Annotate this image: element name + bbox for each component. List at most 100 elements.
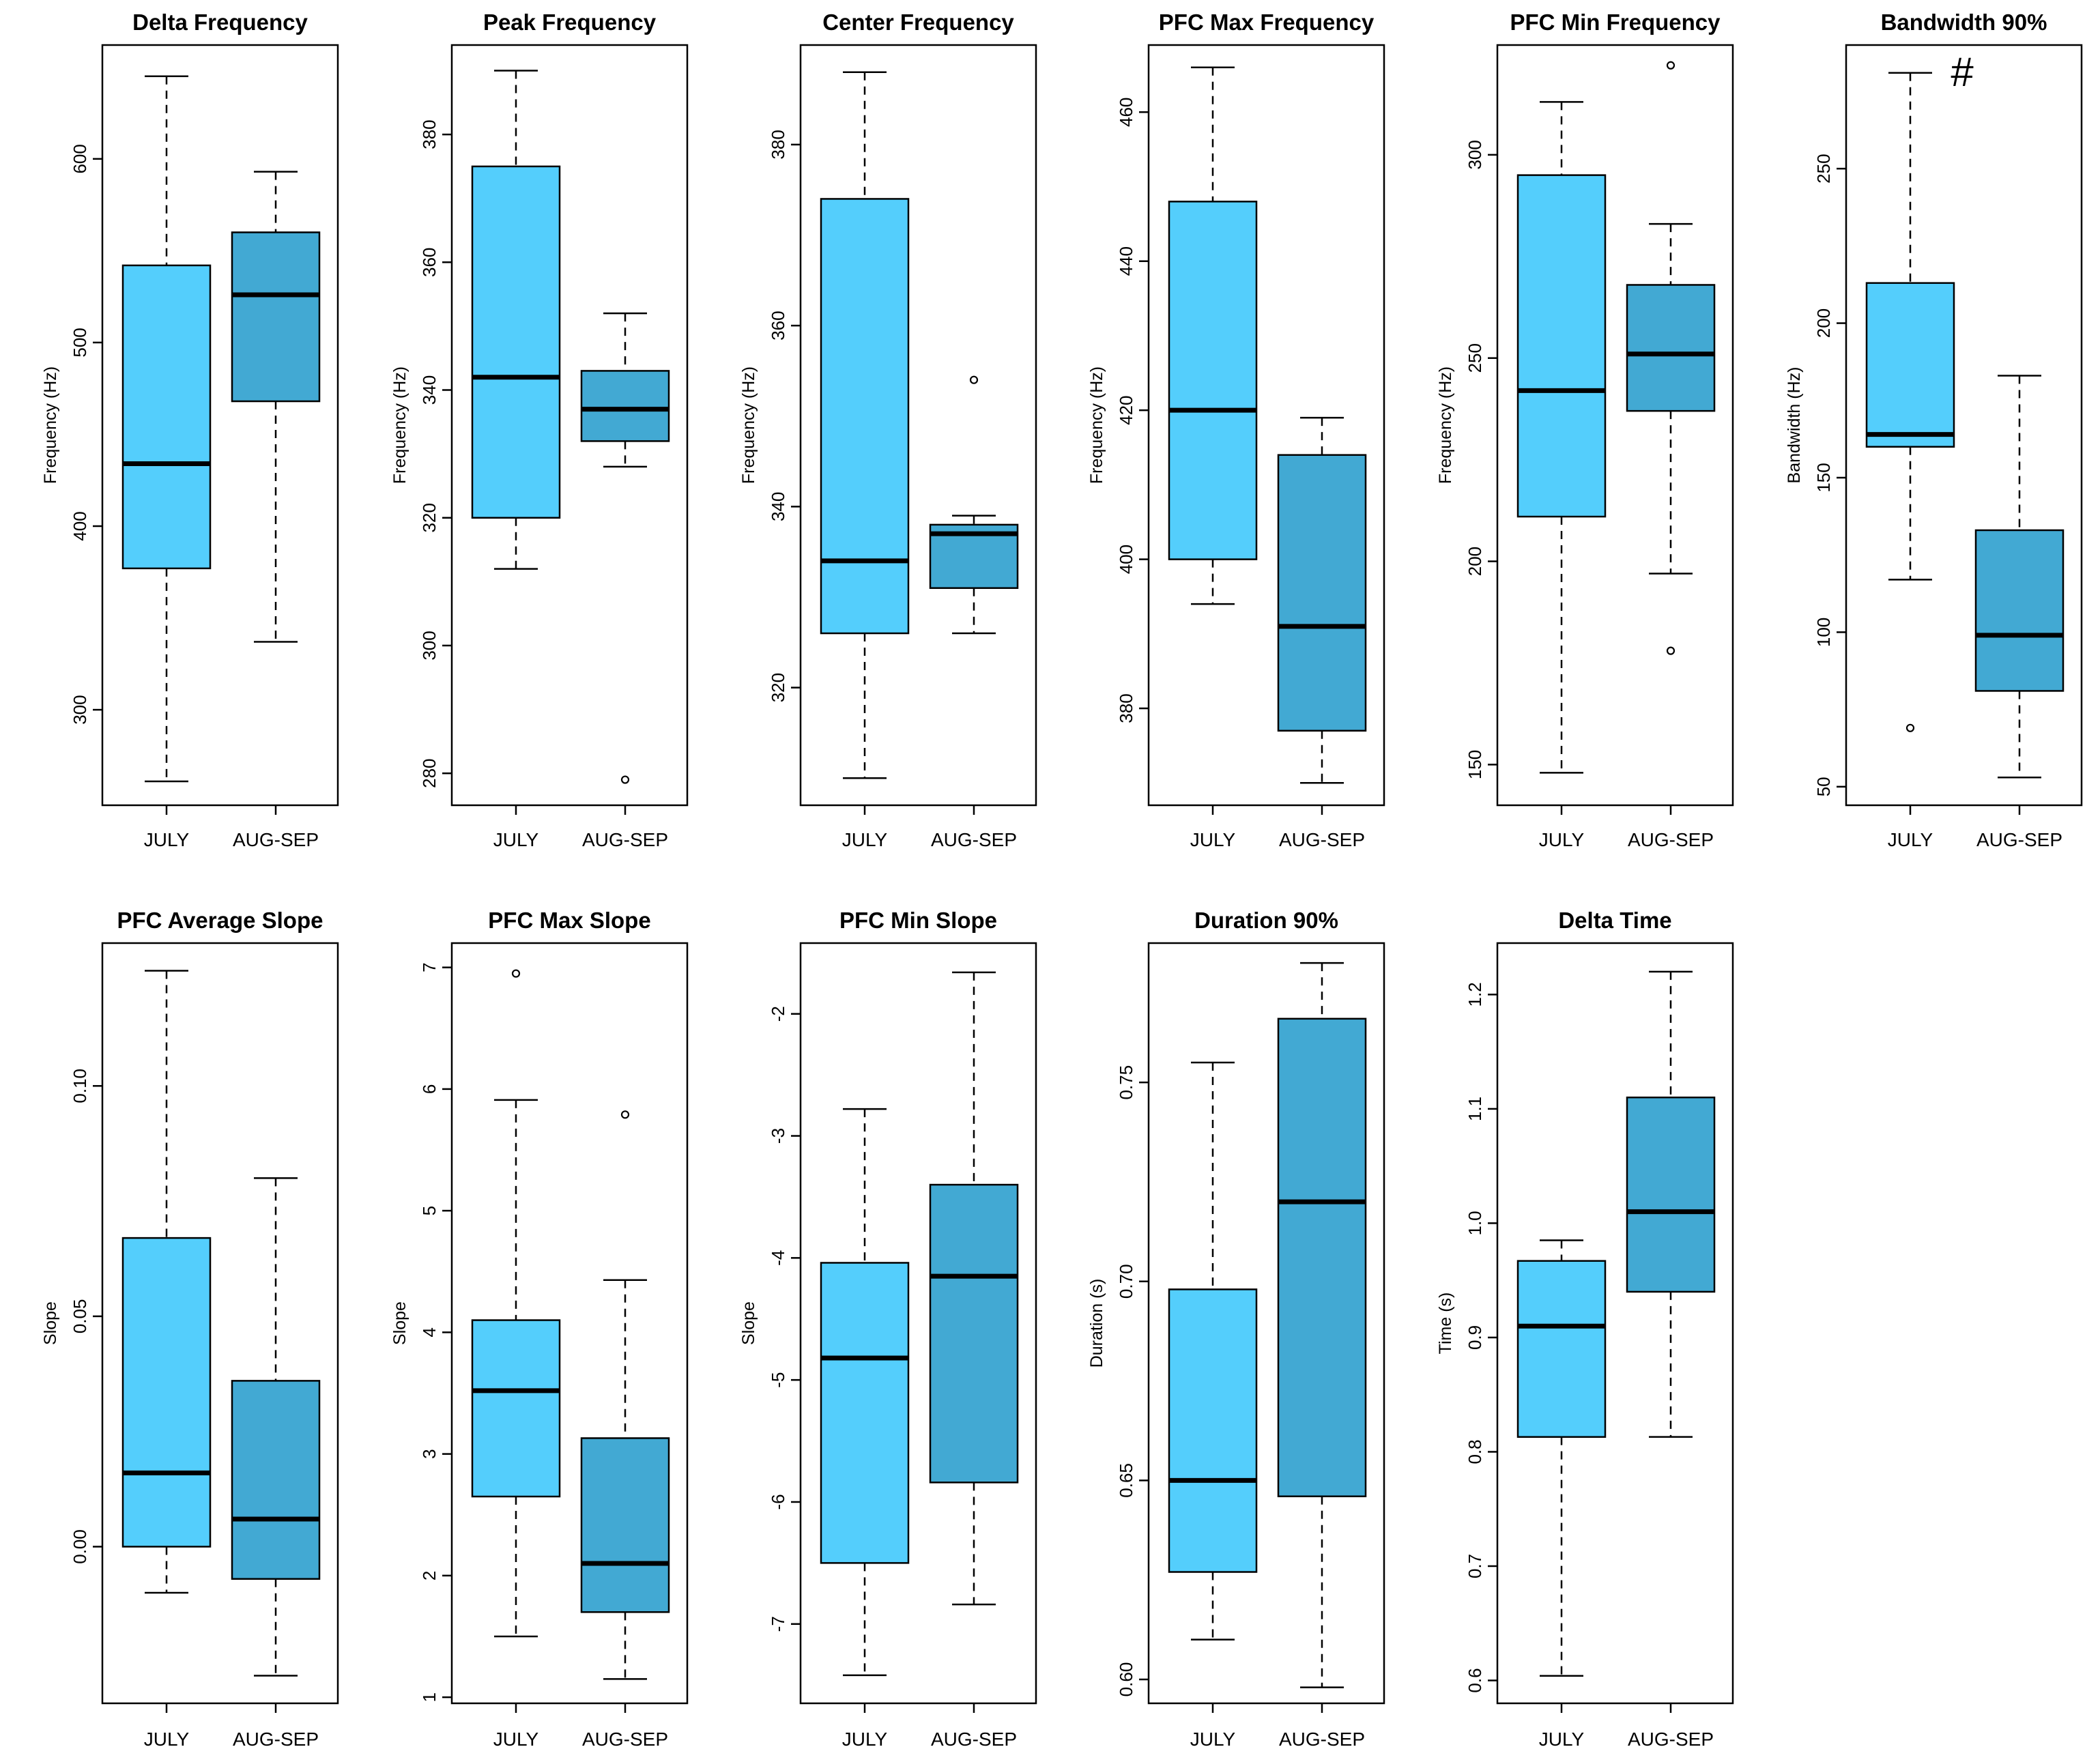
y-tick-label: 320: [768, 673, 788, 702]
y-axis-label: Frequency (Hz): [390, 366, 409, 484]
iqr-box: [1168, 201, 1258, 560]
y-tick-label: 50: [1813, 777, 1834, 796]
x-tick-label: AUG-SEP: [582, 829, 668, 850]
iqr-box: [1626, 1096, 1716, 1293]
iqr-box: [929, 1183, 1019, 1484]
plot-frame: [101, 942, 339, 1705]
y-tick-label: 250: [1465, 343, 1485, 373]
iqr-box: [820, 1262, 910, 1564]
box-aug-sep: [1277, 416, 1367, 784]
y-axis-label: Frequency (Hz): [739, 366, 758, 484]
panel-title: Center Frequency: [822, 10, 1014, 35]
box-aug-sep: [231, 1177, 321, 1677]
box-july: [121, 75, 212, 783]
x-tick-label: AUG-SEP: [1628, 829, 1714, 850]
x-tick-label: JULY: [493, 1729, 539, 1750]
y-axis-label: Time (s): [1436, 1292, 1455, 1355]
box-aug-sep: [929, 375, 1019, 635]
y-tick-label: 250: [1813, 154, 1834, 183]
y-tick-label: 320: [419, 503, 440, 532]
box-july: [1168, 1061, 1258, 1641]
x-tick-label: JULY: [1539, 1729, 1585, 1750]
y-tick-label: -7: [768, 1616, 788, 1632]
y-tick-label: 5: [419, 1206, 440, 1215]
y-tick-label: 300: [70, 695, 90, 724]
y-tick-label: 1.1: [1465, 1097, 1485, 1121]
panel-title: Delta Frequency: [132, 10, 308, 35]
box-july: [1168, 66, 1258, 605]
outlier-point: [511, 969, 521, 978]
panel-title: Bandwidth 90%: [1881, 10, 2047, 35]
y-tick-label: -4: [768, 1250, 788, 1266]
x-tick-label: JULY: [842, 1729, 888, 1750]
y-tick-label: 460: [1116, 98, 1136, 127]
panel-title: PFC Max Slope: [488, 908, 650, 933]
x-tick-label: JULY: [842, 829, 888, 850]
iqr-box: [231, 231, 321, 403]
y-tick-label: -3: [768, 1128, 788, 1144]
y-tick-label: 340: [419, 375, 440, 405]
y-tick-label: 1.2: [1465, 982, 1485, 1007]
panel-title: PFC Max Frequency: [1159, 10, 1375, 35]
y-tick-label: 0.6: [1465, 1668, 1485, 1692]
box-aug-sep: [1974, 375, 2065, 779]
iqr-box: [1277, 1017, 1367, 1497]
iqr-box: [471, 165, 561, 519]
y-tick-label: -2: [768, 1006, 788, 1022]
y-axis-label: Frequency (Hz): [1436, 366, 1455, 484]
x-tick-label: AUG-SEP: [582, 1729, 668, 1750]
iqr-box: [820, 198, 910, 635]
panel-delta-time: Delta Time Time (s) 0.6 0.7 0.8 0.9 1.0 1.1 1.2 J…: [1436, 908, 1734, 1750]
y-tick-label: 0.05: [70, 1299, 90, 1334]
y-tick-label: 0.70: [1116, 1264, 1136, 1299]
box-july: [1516, 1239, 1607, 1677]
y-tick-label: 1.0: [1465, 1211, 1485, 1235]
y-axis-label: Frequency (Hz): [41, 366, 60, 484]
x-tick-label: AUG-SEP: [233, 1729, 319, 1750]
panel-title: Delta Time: [1558, 908, 1671, 933]
y-tick-label: 1: [419, 1692, 440, 1702]
panel-title: Peak Frequency: [483, 10, 657, 35]
outlier-point: [969, 375, 979, 384]
panel-bandwidth-90: Bandwidth 90% Bandwidth (Hz) 50 100 150 200 25…: [1785, 10, 2083, 850]
y-axis-label: Slope: [390, 1301, 409, 1345]
y-tick-label: 0.10: [70, 1069, 90, 1103]
plot-frame: [450, 44, 689, 807]
panel-title: PFC Min Slope: [839, 908, 997, 933]
outlier-point: [1905, 723, 1915, 732]
box-july: [820, 1108, 910, 1677]
plot-frame: [799, 44, 1037, 807]
x-tick-label: AUG-SEP: [1976, 829, 2062, 850]
x-tick-label: AUG-SEP: [1628, 1729, 1714, 1750]
plot-frame: [1496, 44, 1734, 807]
plot-frame: [1147, 44, 1385, 807]
iqr-box: [1168, 1288, 1258, 1573]
iqr-box: [231, 1380, 321, 1580]
box-aug-sep: [1277, 962, 1367, 1688]
box-aug-sep: [231, 171, 321, 643]
box-aug-sep: [580, 312, 670, 784]
y-axis-label: Frequency (Hz): [1087, 366, 1106, 484]
y-tick-label: 200: [1813, 308, 1834, 338]
y-tick-label: 0.00: [70, 1529, 90, 1564]
y-tick-label: 380: [768, 130, 788, 159]
x-tick-label: JULY: [1888, 829, 1933, 850]
y-tick-label: 4: [419, 1327, 440, 1337]
iqr-box: [1516, 174, 1607, 518]
y-axis-label: Slope: [739, 1301, 758, 1345]
significance-marker: #: [1951, 49, 1974, 95]
plot-frame: [799, 942, 1037, 1705]
y-tick-label: 0.60: [1116, 1662, 1136, 1697]
y-tick-label: 0.9: [1465, 1325, 1485, 1350]
y-axis-label: Slope: [41, 1301, 60, 1345]
x-tick-label: JULY: [144, 829, 190, 850]
plot-frame: [450, 942, 689, 1705]
y-tick-label: 0.8: [1465, 1439, 1485, 1464]
y-tick-label: 200: [1465, 547, 1485, 576]
iqr-box: [1974, 529, 2065, 692]
y-tick-label: 280: [419, 758, 440, 788]
x-tick-label: JULY: [144, 1729, 190, 1750]
y-tick-label: 360: [768, 310, 788, 340]
y-tick-label: 100: [1813, 618, 1834, 647]
box-july: [121, 970, 212, 1594]
